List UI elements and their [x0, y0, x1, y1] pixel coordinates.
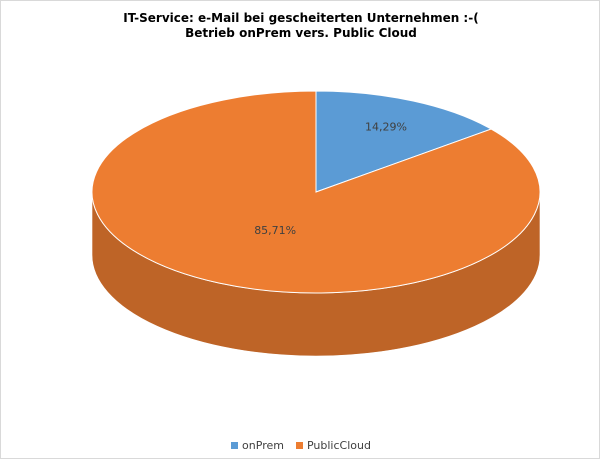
legend-item-publiccloud: PublicCloud [295, 439, 371, 452]
data-label-onprem: 14,29% [365, 120, 407, 133]
legend-label-onprem: onPrem [242, 439, 284, 452]
chart-title: IT-Service: e-Mail bei gescheiterten Unt… [1, 11, 600, 41]
pie-slice-publiccloud [91, 90, 541, 294]
data-label-publiccloud: 85,71% [254, 224, 296, 237]
legend-label-publiccloud: PublicCloud [306, 439, 371, 452]
chart-title-line-2: Betrieb onPrem vers. Public Cloud [185, 26, 417, 40]
legend-swatch-publiccloud [295, 442, 303, 449]
legend-item-onprem: onPrem [231, 439, 284, 452]
chart-title-line-1: IT-Service: e-Mail bei gescheiterten Unt… [123, 11, 479, 25]
legend: onPrem PublicCloud [1, 439, 600, 452]
legend-swatch-onprem [231, 442, 239, 449]
pie-slice-onprem [315, 90, 493, 193]
